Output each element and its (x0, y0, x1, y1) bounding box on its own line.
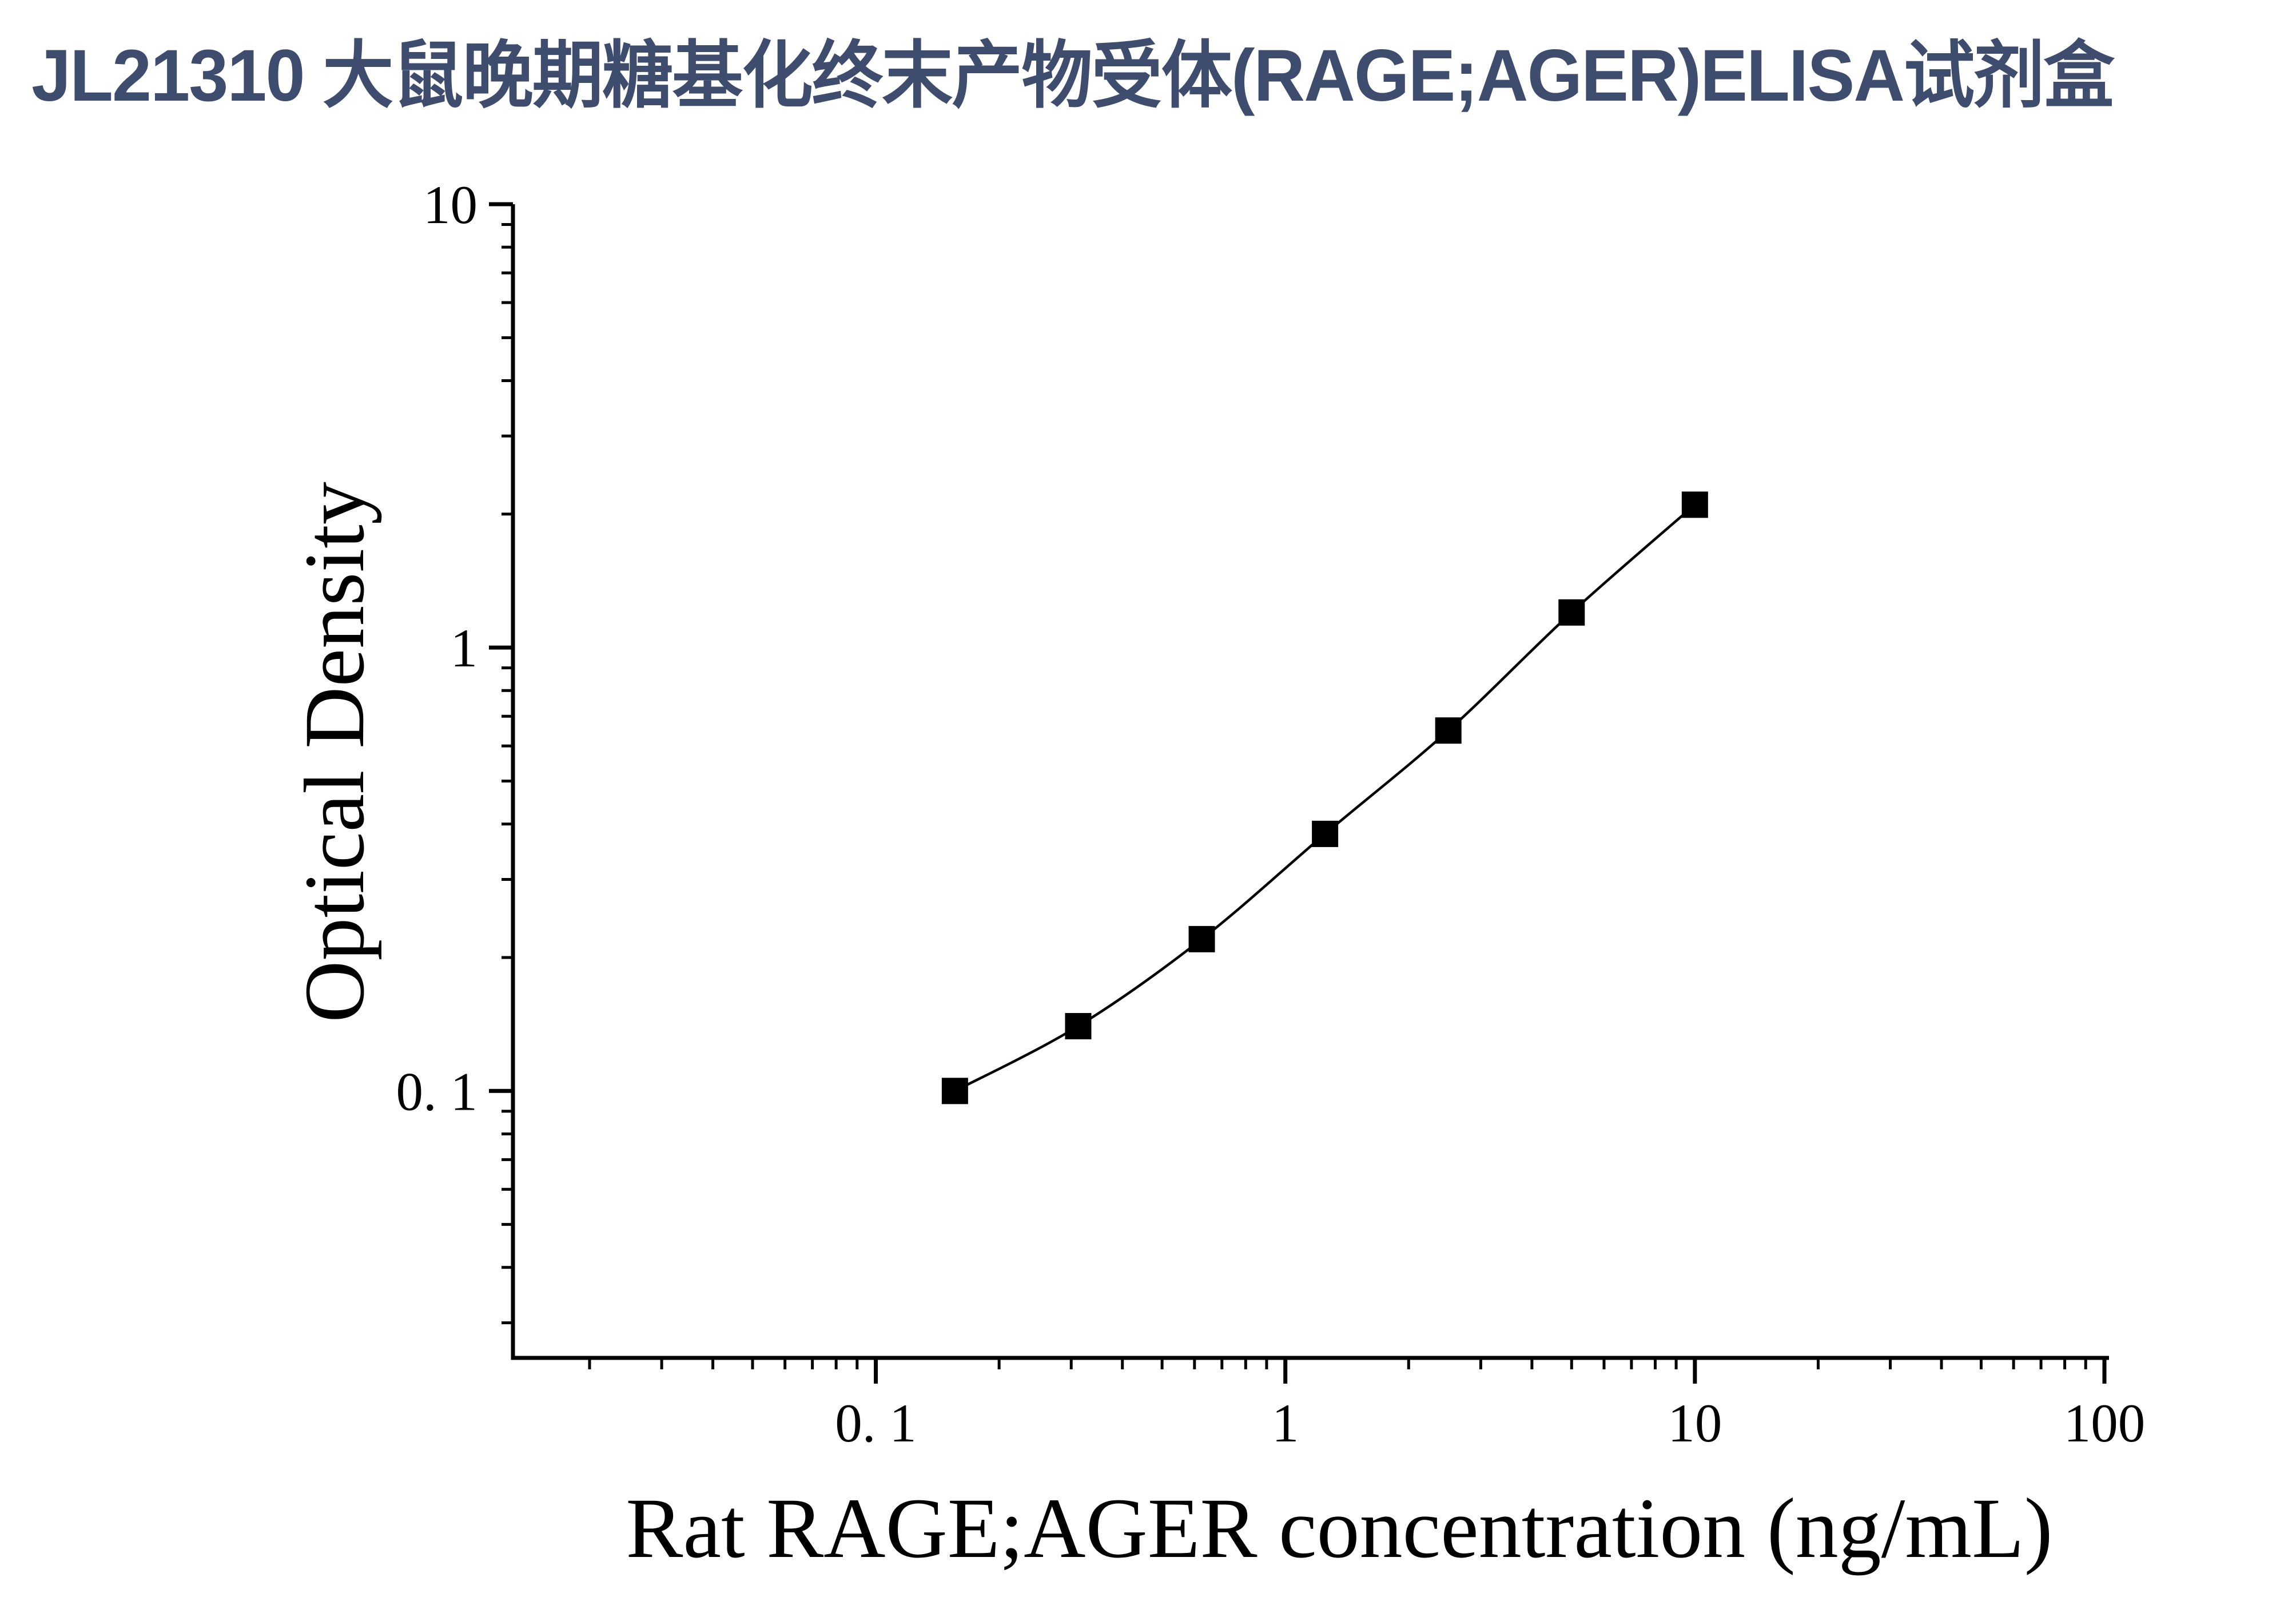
x-axis-title: Rat RAGE;AGER concentration (ng/mL) (626, 1481, 2053, 1576)
data-point-marker (1312, 820, 1339, 847)
axes (511, 204, 2109, 1360)
data-point-marker (941, 1078, 968, 1105)
x-tick-label: 100 (2064, 1393, 2146, 1453)
tick-labels: 0. 1 1 10 100 10 1 0. 1 (396, 174, 2146, 1453)
page-title: JL21310 大鼠晚期糖基化终末产物受体(RAGE;AGER)ELISA试剂盒 (31, 35, 2115, 117)
data-point-marker (1065, 1013, 1092, 1040)
axis-spines (511, 204, 2109, 1360)
x-tick-label: 0. 1 (835, 1393, 917, 1453)
data-markers (941, 491, 1708, 1105)
y-tick-label: 1 (451, 618, 478, 678)
x-tick-label: 10 (1668, 1393, 1722, 1453)
data-curve (954, 503, 1696, 1092)
axis-ticks (489, 202, 2107, 1384)
y-tick-label: 0. 1 (396, 1061, 478, 1122)
data-point-marker (1558, 599, 1585, 626)
data-point-marker (1681, 491, 1708, 518)
x-tick-label: 1 (1272, 1393, 1299, 1453)
data-point-marker (1435, 717, 1462, 744)
y-tick-label: 10 (423, 174, 477, 235)
curve-line (954, 503, 1696, 1092)
data-point-marker (1188, 925, 1215, 952)
